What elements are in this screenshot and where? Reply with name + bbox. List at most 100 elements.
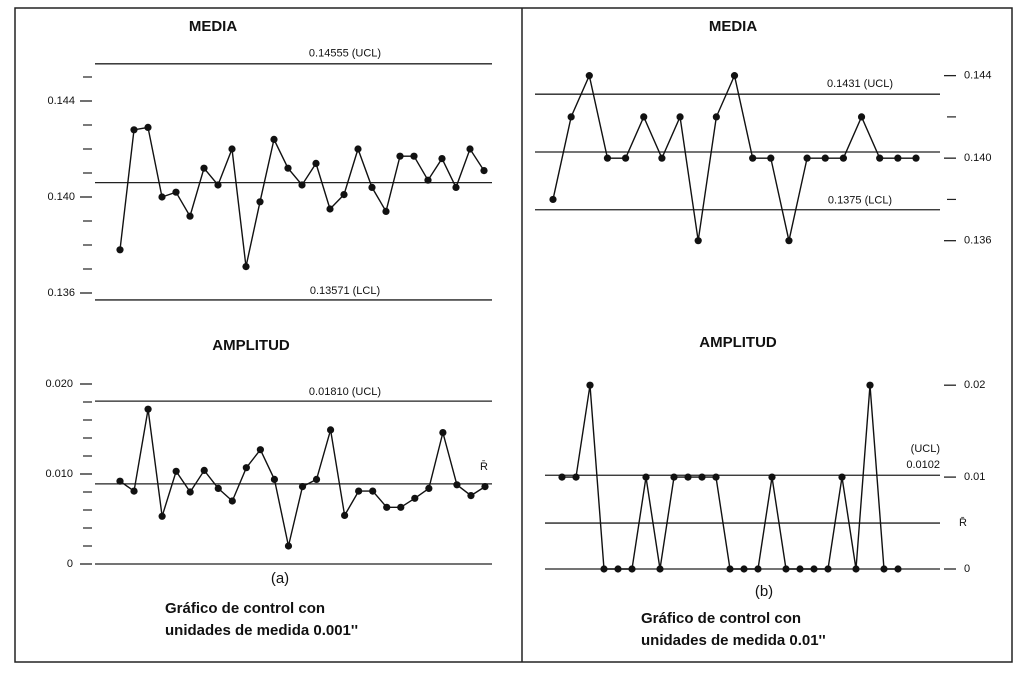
- point: [298, 181, 306, 189]
- point: [397, 503, 405, 511]
- control-label: (UCL): [911, 443, 940, 455]
- point: [857, 113, 866, 121]
- point: [726, 565, 734, 573]
- point: [824, 565, 832, 573]
- point: [355, 487, 363, 495]
- point: [200, 466, 208, 474]
- point: [821, 154, 829, 162]
- point: [214, 484, 222, 492]
- y-tick-label: 0.01: [964, 471, 985, 483]
- point: [712, 473, 720, 481]
- point: [270, 135, 278, 143]
- point: [298, 483, 307, 491]
- chart-title: MEDIA: [709, 18, 758, 35]
- point: [284, 164, 292, 172]
- panel-label: (b): [755, 583, 773, 600]
- point: [424, 176, 432, 184]
- point: [396, 152, 404, 160]
- point: [880, 565, 888, 573]
- point: [116, 246, 124, 254]
- caption: unidades de medida 0.001'': [165, 622, 358, 639]
- chart-title: AMPLITUD: [699, 334, 777, 351]
- point: [785, 237, 793, 245]
- point: [730, 72, 739, 80]
- point: [712, 113, 720, 121]
- point: [438, 155, 446, 163]
- y-tick-label: 0.020: [45, 378, 73, 390]
- point: [256, 446, 264, 454]
- y-tick-label: 0: [67, 558, 73, 570]
- series-line: [119, 126, 485, 267]
- point: [782, 565, 790, 573]
- caption: Gráfico de control con: [165, 600, 325, 617]
- point: [614, 565, 622, 573]
- point: [130, 126, 138, 134]
- point: [866, 381, 874, 389]
- point: [368, 183, 376, 191]
- point: [480, 167, 488, 175]
- point: [768, 473, 776, 481]
- y-tick-label: 0.140: [964, 152, 992, 164]
- point: [382, 207, 390, 215]
- point: [144, 123, 152, 131]
- point: [340, 191, 348, 199]
- point: [658, 154, 666, 162]
- point: [838, 473, 846, 481]
- point: [767, 154, 775, 162]
- point: [439, 429, 447, 437]
- y-tick-label: 0.144: [964, 70, 992, 82]
- y-tick-label: 0.136: [964, 235, 992, 247]
- point: [186, 488, 194, 496]
- point: [803, 154, 811, 162]
- control-label: 0.13571 (LCL): [310, 285, 380, 297]
- panel-label: (a): [271, 570, 289, 587]
- control-label: 0.1431 (UCL): [827, 78, 893, 90]
- point: [640, 113, 648, 121]
- point: [242, 464, 250, 472]
- point: [876, 154, 884, 162]
- chart-title: MEDIA: [189, 18, 238, 35]
- point: [158, 193, 166, 201]
- point: [228, 145, 236, 153]
- point: [312, 475, 321, 483]
- point: [214, 181, 222, 189]
- point: [410, 152, 418, 160]
- point: [852, 565, 860, 573]
- point: [130, 487, 138, 495]
- series-line: [562, 385, 898, 570]
- point: [284, 542, 293, 550]
- point: [144, 405, 152, 413]
- control-label: 0.0102: [906, 459, 940, 471]
- point: [656, 565, 664, 573]
- y-tick-label: 0.02: [964, 379, 985, 391]
- point: [326, 426, 335, 434]
- point: [642, 473, 650, 481]
- control-label: R̄: [480, 460, 488, 473]
- point: [754, 565, 762, 573]
- point: [467, 492, 475, 500]
- point: [383, 503, 391, 511]
- frame: [14, 7, 1013, 663]
- point: [411, 494, 419, 502]
- point: [839, 154, 848, 162]
- point: [912, 154, 920, 162]
- point: [425, 484, 433, 492]
- point: [466, 145, 474, 153]
- point: [796, 565, 804, 573]
- point: [242, 263, 250, 271]
- point: [116, 477, 124, 485]
- point: [549, 195, 557, 204]
- y-tick-label: 0.136: [47, 287, 75, 299]
- point: [694, 237, 702, 245]
- point: [628, 565, 636, 573]
- chart-title: AMPLITUD: [212, 337, 290, 354]
- point: [200, 164, 208, 172]
- control-label: 0.14555 (UCL): [309, 48, 381, 60]
- point: [270, 475, 279, 483]
- control-label: R̄: [959, 516, 967, 529]
- point: [452, 183, 460, 191]
- y-tick-label: 0.010: [45, 468, 73, 480]
- point: [600, 565, 608, 573]
- point: [558, 473, 566, 481]
